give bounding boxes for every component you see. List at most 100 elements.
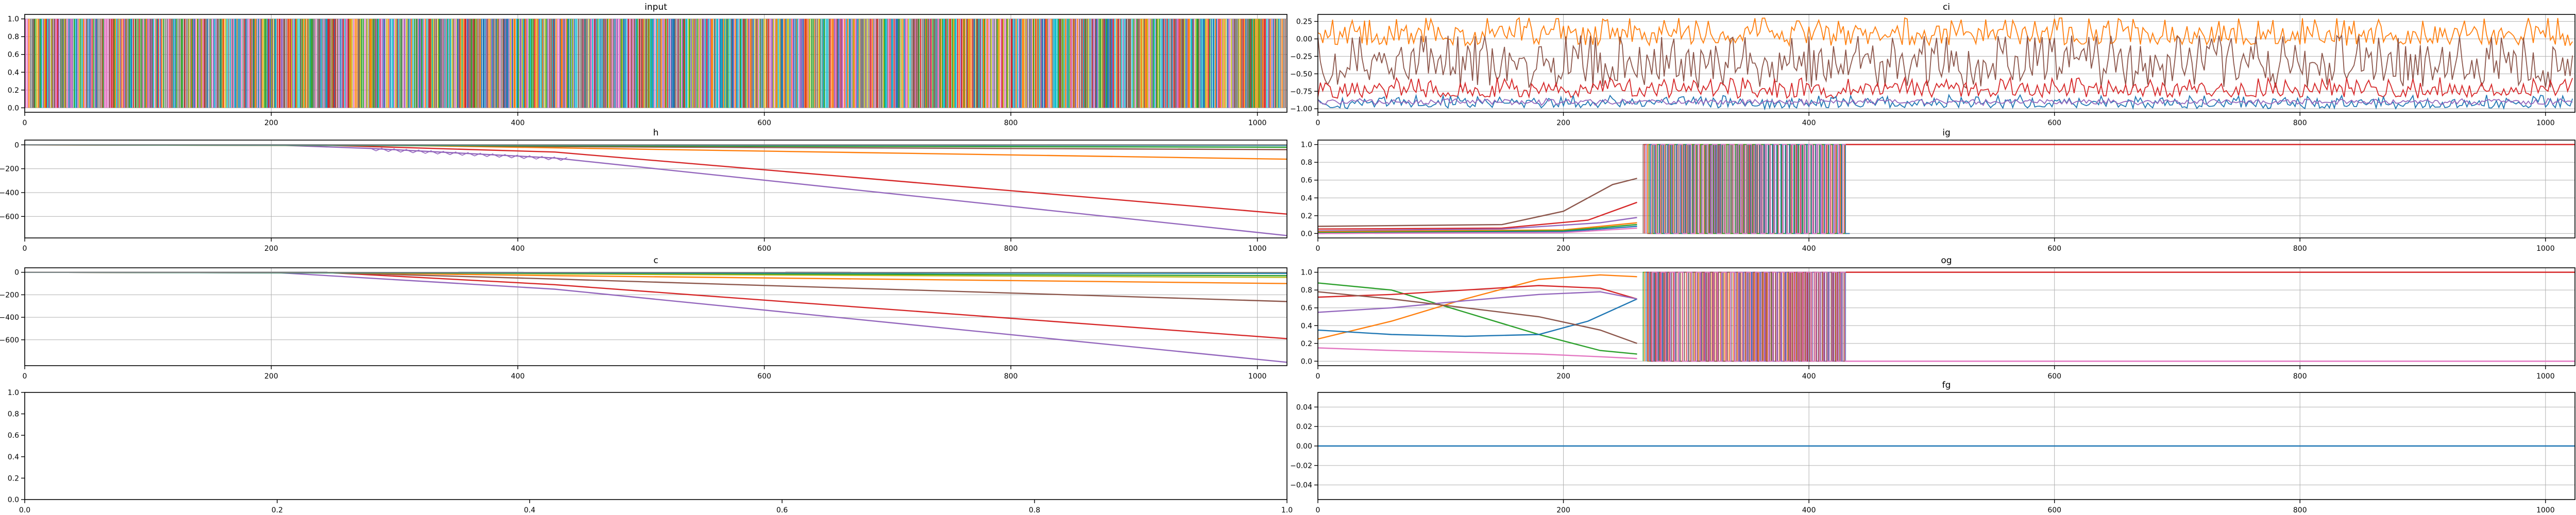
- x-tick-label: 0: [1316, 372, 1320, 381]
- x-tick-label: 0.4: [524, 506, 535, 514]
- y-tick-label: −400: [0, 314, 19, 322]
- panel-empty: 0.0 0.2 0.4 0.6 0.8 1.0 0.0 0.2 0.4 0.6 0.8 1.0: [8, 389, 1293, 514]
- y-tick-label: 0.04: [1296, 403, 1312, 411]
- axes-frame: [24, 267, 1287, 366]
- y-tick-label: 0.8: [8, 410, 19, 419]
- chart-title: ig: [1942, 128, 1951, 138]
- x-tick-label: 200: [264, 372, 278, 381]
- y-tick-label: 1.0: [1301, 269, 1312, 277]
- panel-input: 0 200 400 600 800 1000 0.0 0.2 0.4 0.6 0.8 1.0 input: [8, 2, 1287, 127]
- x-tick-label: 0: [1316, 506, 1320, 514]
- chart-title: c: [653, 255, 658, 266]
- y-tick-label: 0.4: [1301, 194, 1312, 202]
- x-tick-label: 600: [2047, 119, 2061, 127]
- chart-title: h: [653, 128, 659, 138]
- series-line: [369, 147, 568, 161]
- panel-ig: 0 200 400 600 800 1000 0.0 0.2 0.4 0.6 0.8 1.0 ig: [1301, 128, 2575, 253]
- y-tick-label: 0.6: [1301, 304, 1312, 313]
- y-tick-label: −0.75: [1290, 88, 1312, 96]
- chart-title: input: [645, 2, 667, 12]
- x-tick-label: 200: [1556, 506, 1570, 514]
- series-line: [1318, 227, 1637, 234]
- x-tick-label: 1000: [2536, 506, 2555, 514]
- y-tick-label: 0.2: [1301, 340, 1312, 348]
- series-line: [25, 144, 1287, 236]
- y-tick-label: −400: [0, 189, 19, 197]
- series-line: [1651, 271, 1850, 362]
- y-tick-label: 0.8: [1301, 286, 1312, 295]
- x-tick-label: 600: [757, 119, 771, 127]
- x-tick-label: 200: [1556, 119, 1570, 127]
- y-tick-label: −600: [0, 336, 19, 345]
- x-tick-label: 200: [1556, 245, 1570, 253]
- y-tick-label: 0.6: [8, 432, 19, 440]
- y-tick-label: −0.02: [1290, 462, 1312, 470]
- x-tick-label: 400: [511, 245, 525, 253]
- y-tick-label: −0.04: [1290, 482, 1312, 490]
- x-tick-label: 800: [1004, 119, 1018, 127]
- chart-title: og: [1941, 255, 1952, 266]
- series-line: [1318, 282, 1637, 355]
- series-line: [1318, 76, 2573, 100]
- x-tick-label: 1000: [2536, 119, 2555, 127]
- series-group: [1318, 17, 2573, 111]
- x-tick-label: 800: [1004, 372, 1018, 381]
- y-tick-label: −0.25: [1290, 53, 1312, 61]
- y-tick-label: 0.4: [1301, 322, 1312, 330]
- y-tick-label: 1.0: [8, 15, 19, 24]
- x-tick-label: 400: [1802, 119, 1816, 127]
- x-tick-label: 400: [1802, 372, 1816, 381]
- y-tick-label: 0.25: [1296, 18, 1312, 26]
- chart-title: fg: [1942, 380, 1951, 390]
- x-tick-label: 1000: [2536, 372, 2555, 381]
- panel-og: 0 200 400 600 800 1000 0.0 0.2 0.4 0.6 0.8 1.0 og: [1301, 255, 2575, 381]
- x-tick-label: 800: [2293, 506, 2307, 514]
- y-tick-label: 0.0: [8, 496, 19, 504]
- y-tick-label: 0.00: [1296, 36, 1312, 44]
- y-tick-label: −0.50: [1290, 70, 1312, 78]
- x-tick-label: 1000: [1248, 119, 1267, 127]
- x-tick-label: 0.0: [19, 506, 30, 514]
- x-tick-label: 1000: [2536, 245, 2555, 253]
- series-group: [25, 19, 1286, 108]
- axes-frame: [1317, 140, 2575, 238]
- y-tick-label: 0.4: [8, 68, 19, 77]
- series-line: [1318, 274, 1637, 340]
- x-tick-label: 800: [2293, 119, 2307, 127]
- axes-frame: [24, 392, 1287, 500]
- y-tick-label: 0.2: [1301, 212, 1312, 220]
- series-line: [1318, 285, 1637, 300]
- y-tick-label: 0.8: [8, 33, 19, 41]
- series-line: [1318, 201, 1637, 230]
- axes-frame: [1317, 14, 2575, 113]
- series-line: [1318, 291, 1637, 344]
- series-line: [1318, 17, 2573, 47]
- axes-frame: [24, 140, 1287, 238]
- series-line: [1318, 222, 1637, 233]
- y-tick-label: 0.0: [1301, 357, 1312, 366]
- y-tick-label: 0.6: [8, 51, 19, 59]
- x-tick-label: 1000: [1248, 245, 1267, 253]
- series-line: [1318, 97, 2573, 107]
- x-tick-label: 0.2: [272, 506, 283, 514]
- series-line: [1318, 291, 1637, 313]
- x-tick-label: 200: [264, 119, 278, 127]
- y-tick-label: −200: [0, 165, 19, 174]
- y-tick-label: 1.0: [1301, 141, 1312, 149]
- panel-c: 0 200 400 600 800 1000 0 −200 −400 −600 c: [0, 255, 1287, 381]
- y-tick-label: 0.6: [1301, 177, 1312, 185]
- x-tick-label: 200: [1556, 372, 1570, 381]
- x-tick-label: 800: [2293, 372, 2307, 381]
- x-tick-label: 400: [511, 119, 525, 127]
- x-tick-label: 0.8: [1029, 506, 1040, 514]
- x-tick-label: 200: [264, 245, 278, 253]
- y-tick-label: −200: [0, 291, 19, 299]
- series-line: [1651, 144, 1848, 234]
- x-tick-label: 600: [757, 245, 771, 253]
- x-tick-label: 400: [1802, 245, 1816, 253]
- x-tick-label: 800: [1004, 245, 1018, 253]
- x-tick-label: 0: [1316, 119, 1320, 127]
- y-tick-label: 0.2: [8, 87, 19, 95]
- axes-frame: [24, 14, 1287, 113]
- series-group: [1318, 271, 2575, 362]
